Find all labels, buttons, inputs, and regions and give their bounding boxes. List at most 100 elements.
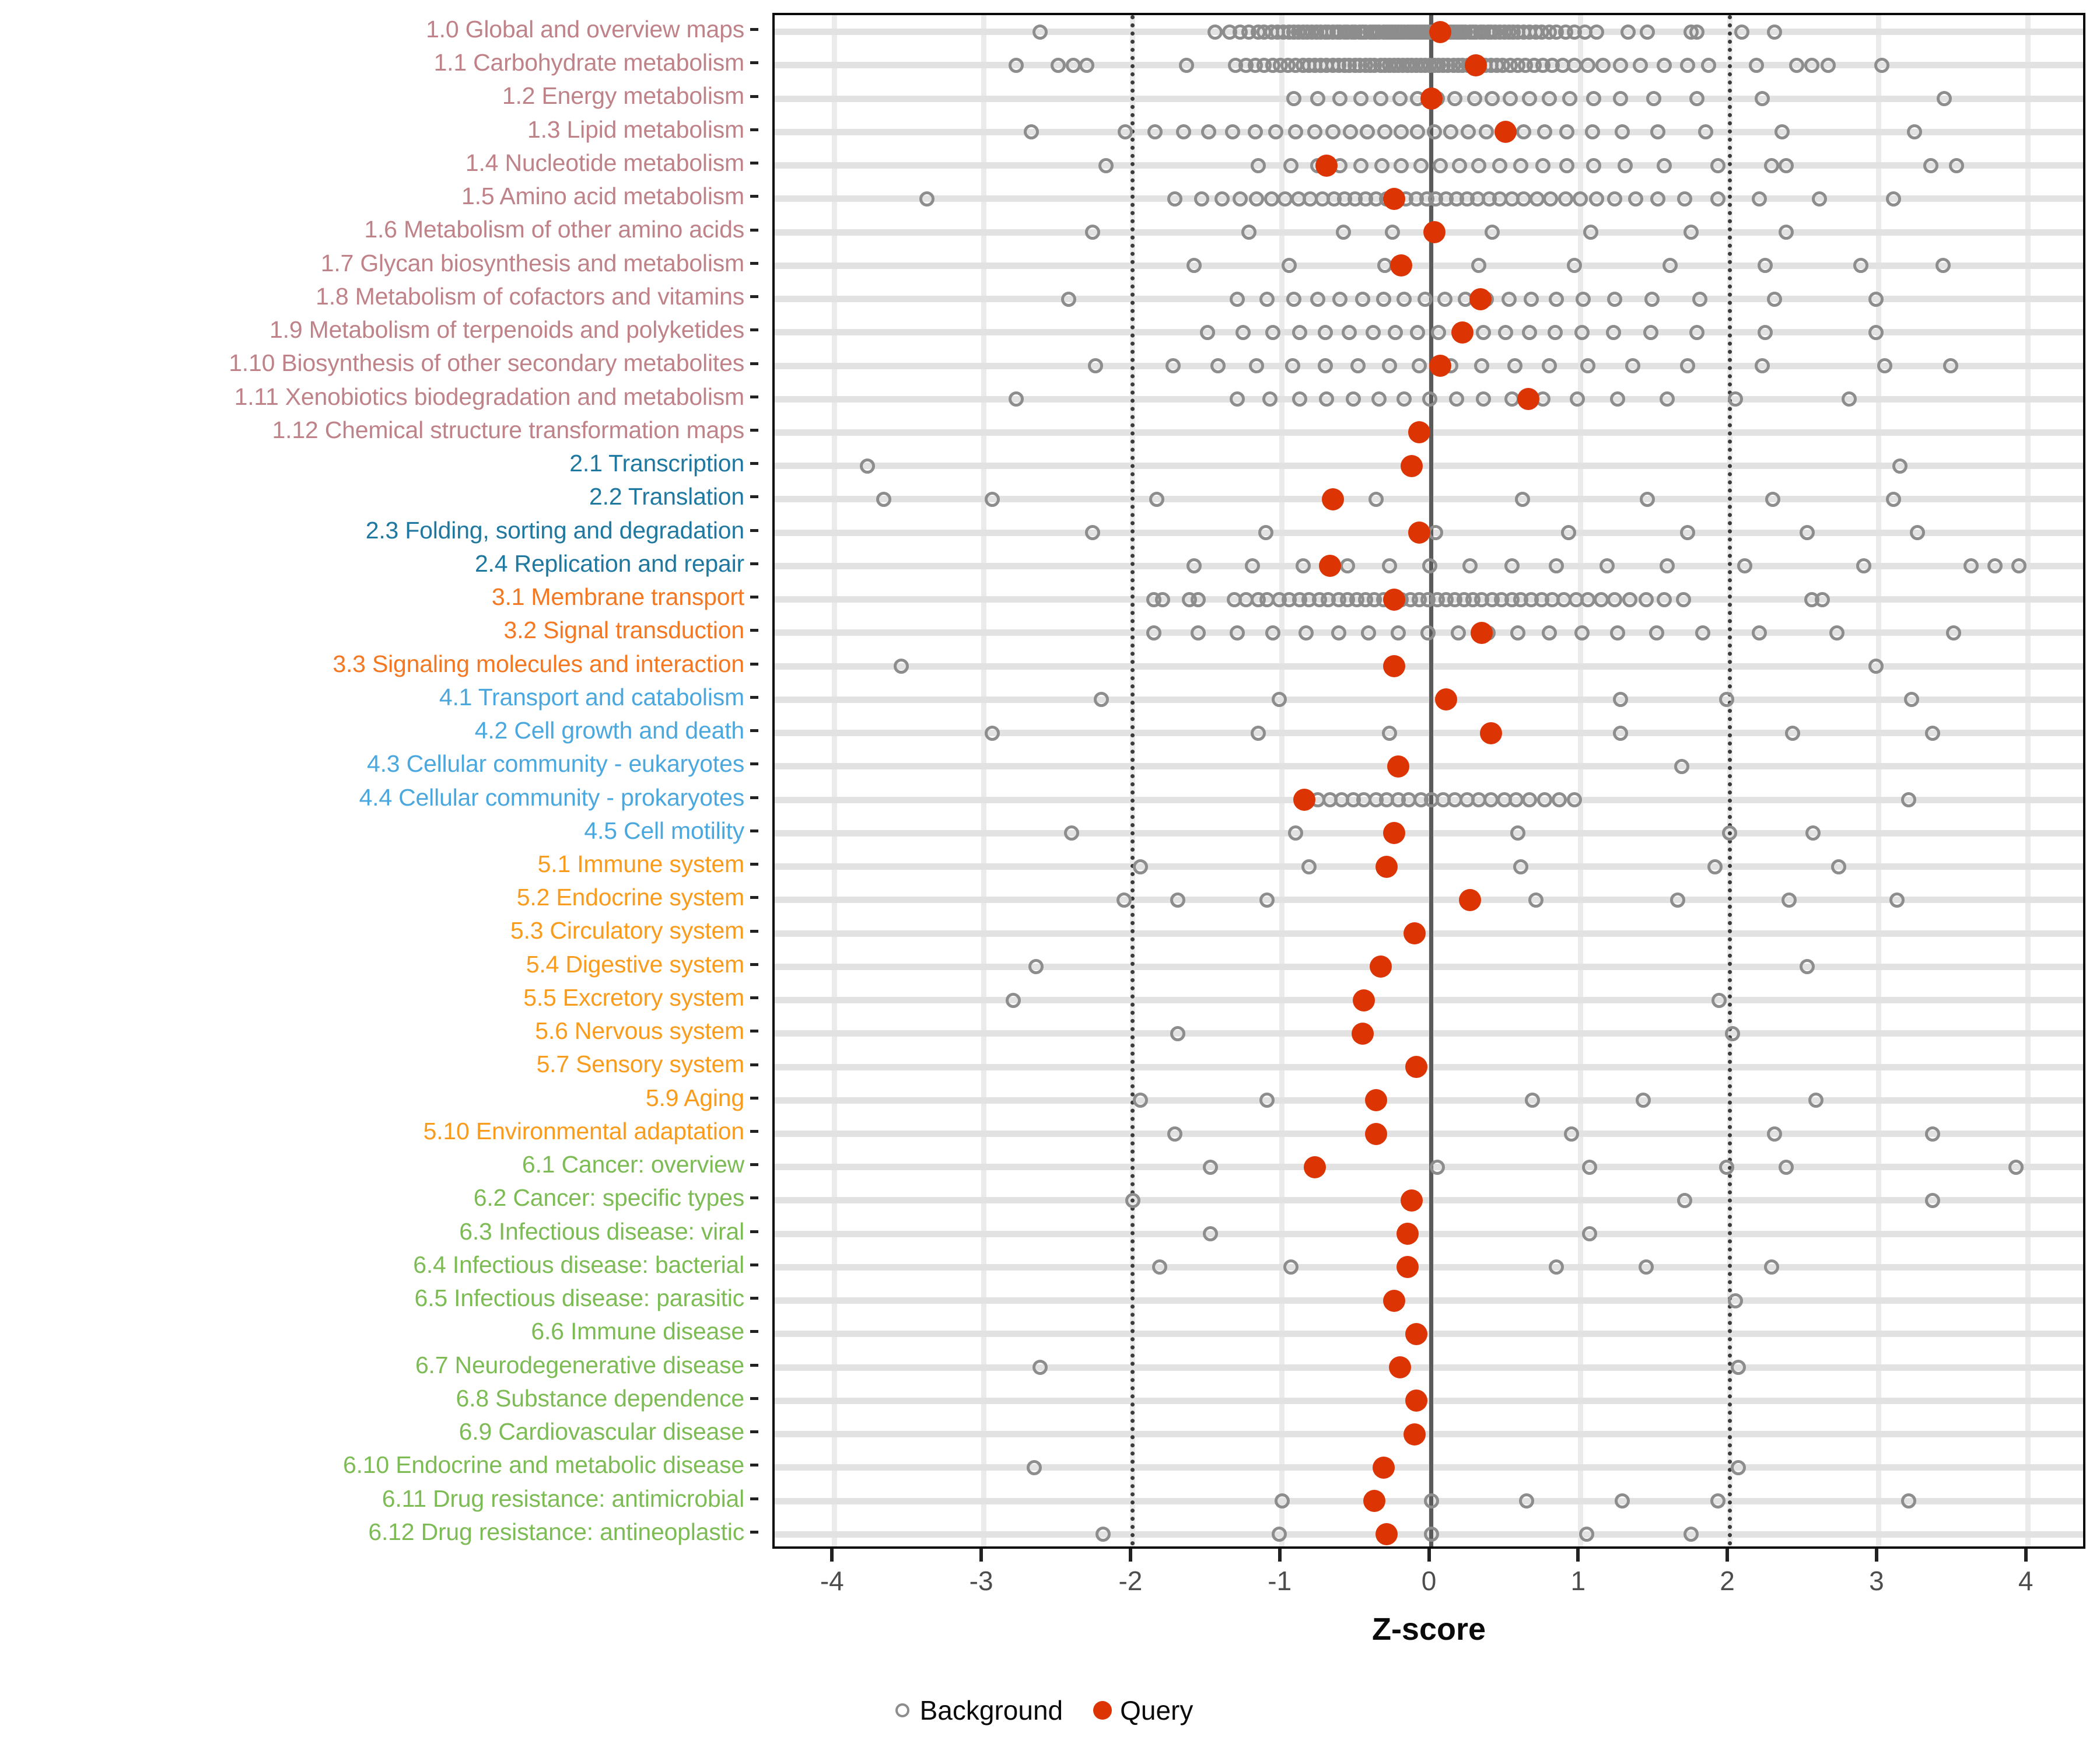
background-point [1656, 57, 1672, 73]
background-point [1368, 491, 1384, 507]
background-point [1935, 258, 1951, 274]
background-point [1132, 859, 1148, 874]
background-point [1580, 358, 1596, 373]
background-point [1392, 91, 1408, 107]
query-point [1465, 54, 1488, 76]
query-point [1303, 1156, 1326, 1178]
background-point [1170, 1026, 1185, 1041]
background-point [1692, 291, 1707, 307]
background-point [1448, 391, 1464, 407]
background-point [1610, 391, 1626, 407]
y-axis-label: 5.9 Aging [645, 1084, 744, 1111]
y-axis-label: 6.10 Endocrine and metabolic disease [343, 1451, 744, 1479]
background-point [1292, 391, 1308, 407]
background-point [1410, 124, 1426, 140]
background-point [1725, 1026, 1741, 1041]
background-point [1853, 258, 1869, 274]
background-point [876, 491, 891, 507]
background-point [1229, 291, 1245, 307]
background-point [1559, 124, 1575, 140]
background-point [1027, 1460, 1042, 1475]
background-point [1186, 258, 1202, 274]
x-axis-tick-label: -1 [1268, 1566, 1292, 1596]
y-gridline [775, 997, 2083, 1004]
background-point [1559, 158, 1575, 173]
query-point [1435, 688, 1458, 711]
background-point [1346, 391, 1362, 407]
background-point [1536, 124, 1552, 140]
background-point [1202, 1159, 1218, 1175]
background-point [1514, 491, 1530, 507]
query-point [1451, 321, 1474, 344]
background-point [1610, 625, 1626, 640]
background-point [1301, 859, 1317, 874]
y-axis-tick [750, 796, 758, 799]
background-point [1381, 558, 1397, 574]
y-axis-tick [750, 1263, 758, 1266]
background-point [1247, 124, 1263, 140]
background-point [1214, 191, 1230, 206]
background-point [1191, 592, 1206, 607]
y-axis-label: 5.10 Environmental adaptation [423, 1117, 745, 1144]
background-point [1600, 558, 1615, 574]
query-point [1408, 421, 1431, 444]
background-point [1805, 825, 1821, 841]
y-axis-tick [750, 863, 758, 866]
background-point [1710, 191, 1726, 206]
open-circle-icon [885, 1703, 920, 1717]
background-point [1522, 792, 1538, 808]
x-gridline [2025, 15, 2031, 1546]
background-point [1225, 124, 1241, 140]
background-point [1586, 158, 1602, 173]
query-point [1405, 1056, 1427, 1079]
background-point [1373, 91, 1388, 107]
background-point [1381, 725, 1397, 741]
y-gridline [775, 763, 2083, 770]
background-point [1547, 324, 1563, 340]
background-point [1712, 992, 1727, 1008]
query-point [1404, 1423, 1426, 1446]
y-axis-tick [750, 929, 758, 933]
y-axis-tick [750, 1297, 758, 1300]
background-point [1856, 558, 1872, 574]
background-point [1277, 191, 1293, 206]
background-point [1359, 124, 1375, 140]
y-axis-tick [750, 629, 758, 632]
y-axis-label: 5.6 Nervous system [535, 1017, 744, 1045]
background-point [1937, 91, 1952, 107]
background-point [1646, 91, 1661, 107]
y-axis-label: 6.5 Infectious disease: parasitic [414, 1284, 745, 1312]
background-point [1474, 358, 1490, 373]
background-point [1258, 525, 1273, 541]
y-axis-label: 4.5 Cell motility [584, 817, 744, 844]
background-point [1710, 1493, 1726, 1509]
background-point [1731, 1360, 1746, 1376]
background-point [1365, 324, 1381, 340]
y-axis-label: 1.5 Amino acid metabolism [461, 183, 744, 210]
background-point [1513, 859, 1528, 874]
background-point [1584, 124, 1600, 140]
background-point [1574, 324, 1590, 340]
query-point [1318, 555, 1341, 578]
background-point [1622, 592, 1637, 607]
chart-legend: Background Query [0, 1695, 2100, 1726]
x-axis-tick [830, 1549, 834, 1562]
background-point [1718, 692, 1734, 708]
y-axis-tick [750, 94, 758, 98]
query-point [1471, 621, 1493, 644]
background-point [1613, 692, 1629, 708]
legend-item-background: Background [885, 1695, 1086, 1726]
background-point [1763, 158, 1779, 173]
background-point [2008, 1159, 2024, 1175]
background-point [1718, 1159, 1734, 1175]
background-point [1507, 358, 1522, 373]
y-axis-label: 5.3 Circulatory system [510, 917, 744, 944]
y-axis-label: 6.4 Infectious disease: bacterial [413, 1251, 744, 1278]
filled-circle-icon [1085, 1701, 1120, 1720]
background-point [1574, 625, 1590, 640]
background-point [1755, 91, 1770, 107]
y-axis-tick [750, 1497, 758, 1500]
background-point [1284, 358, 1300, 373]
y-gridline [775, 930, 2083, 937]
background-point [1680, 525, 1696, 541]
